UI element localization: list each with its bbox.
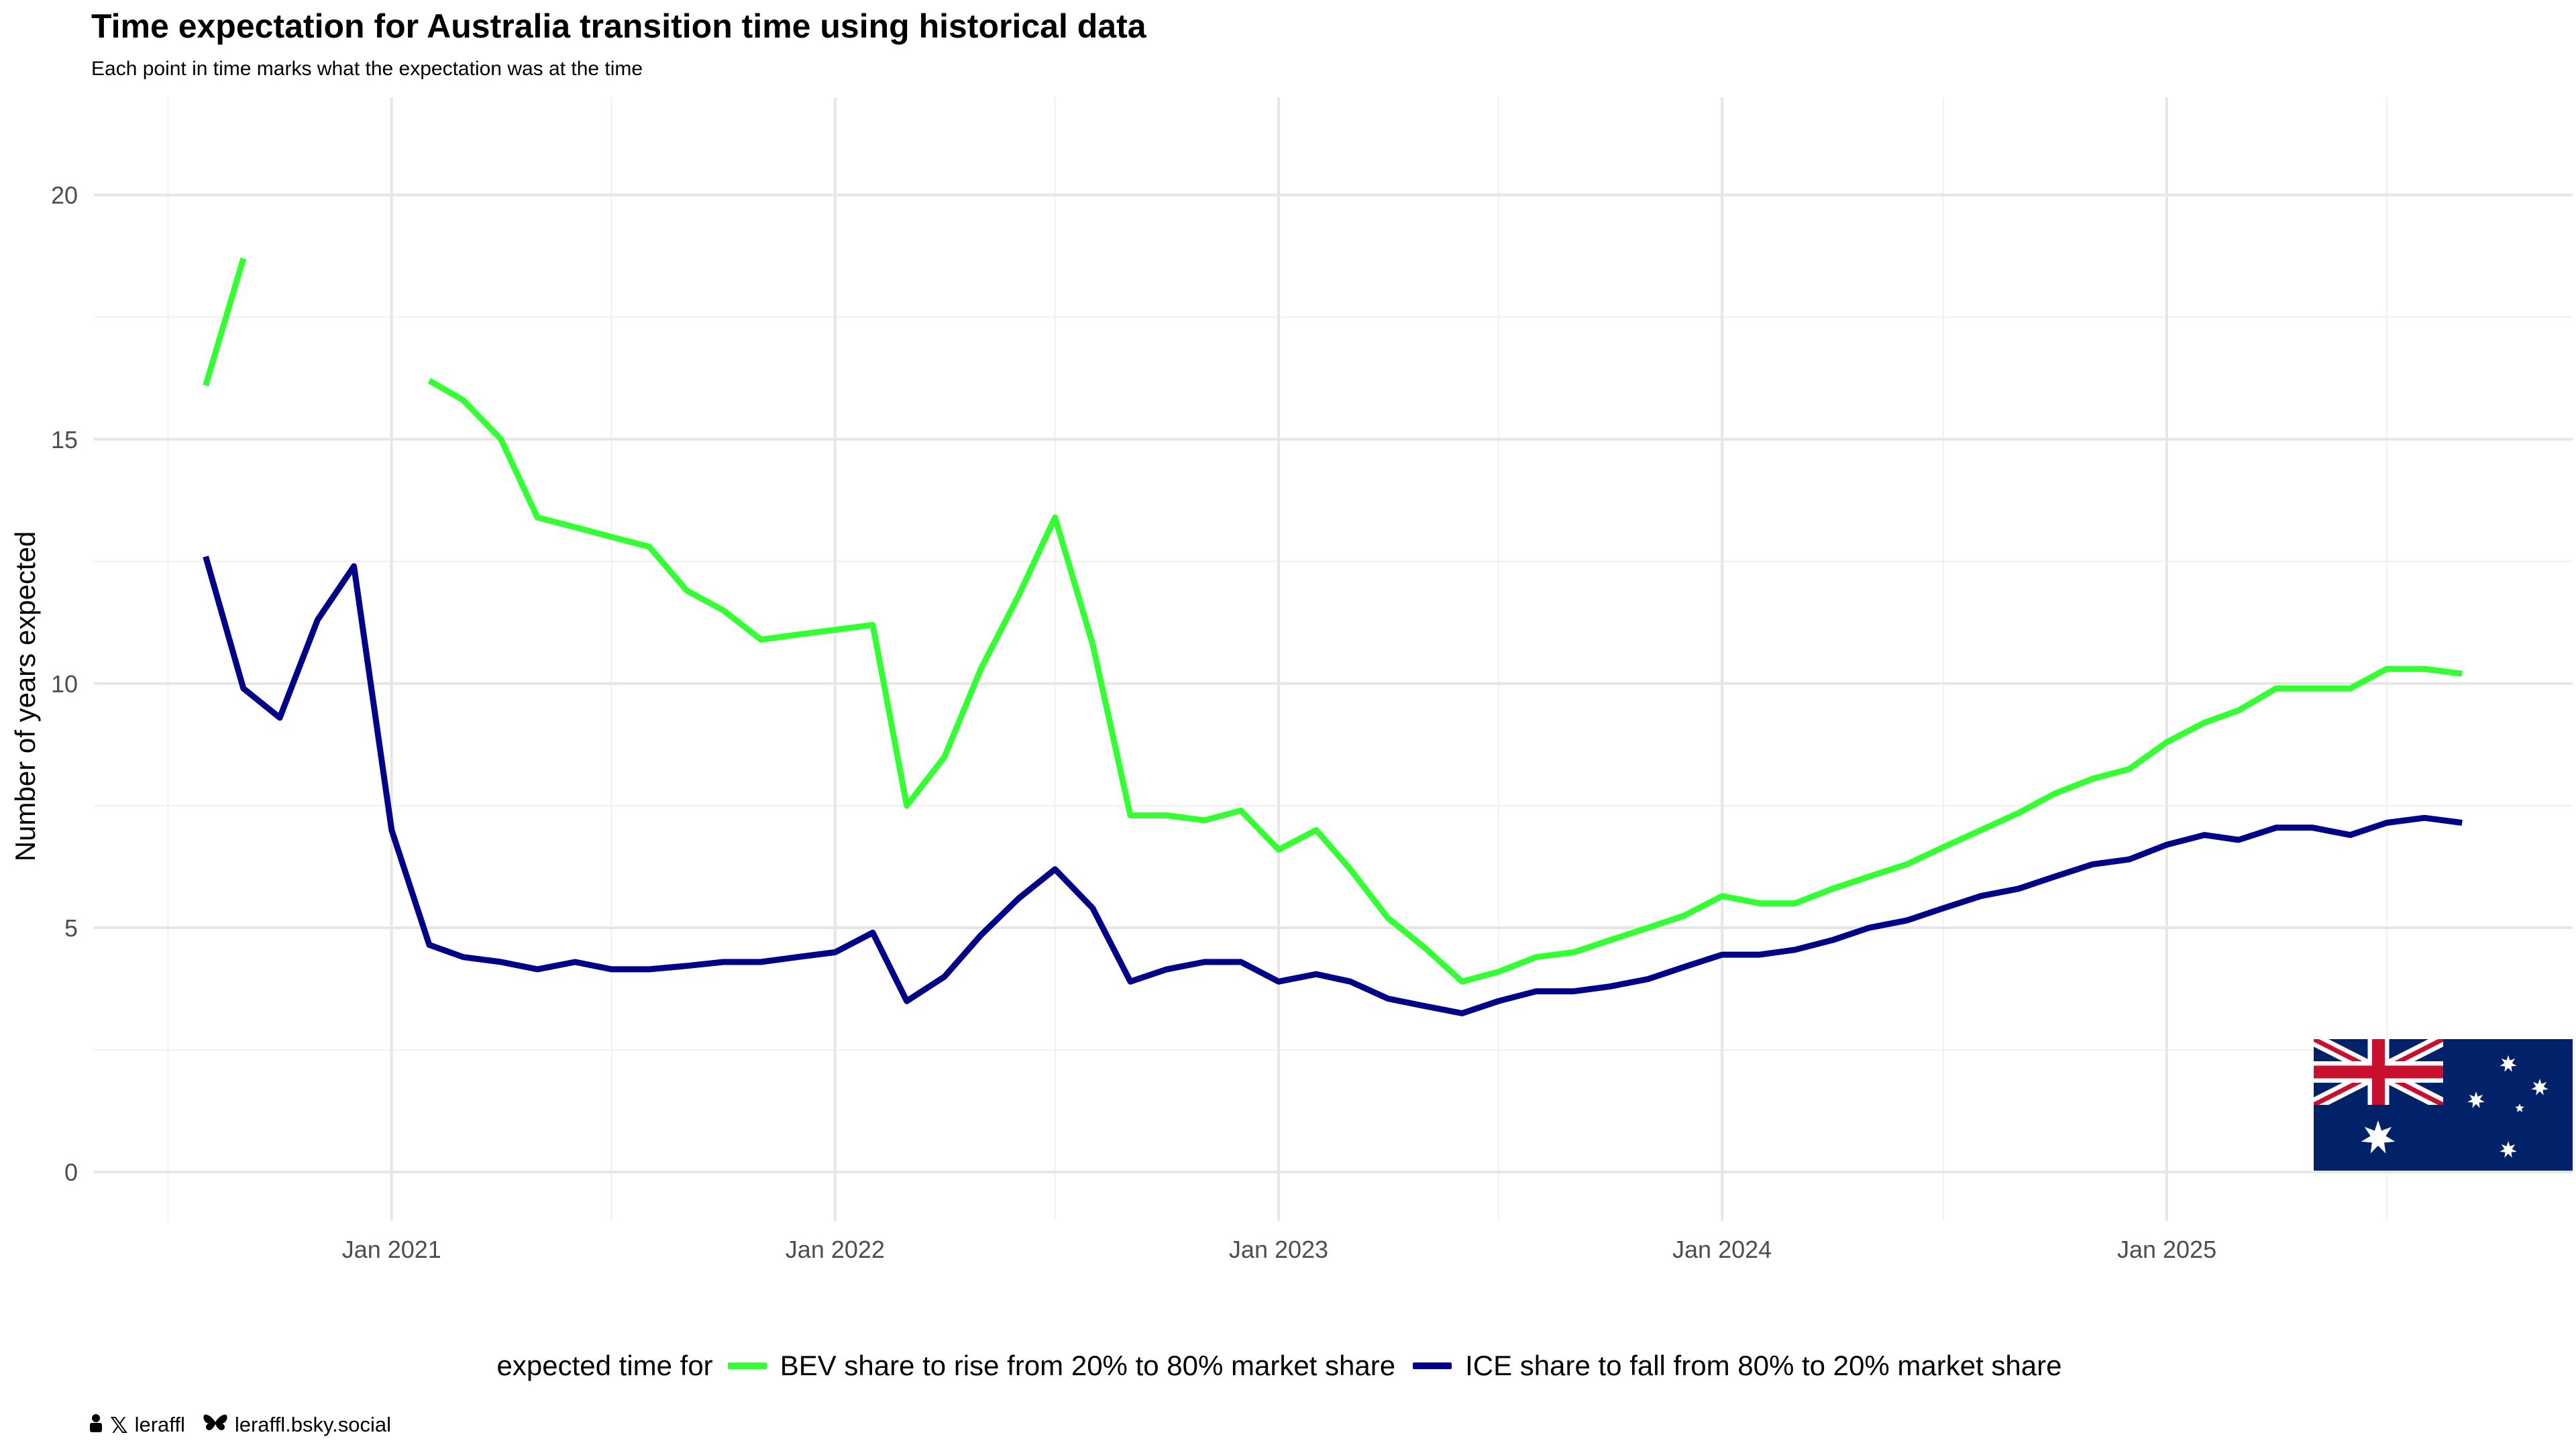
x-tick-label: Jan 2025 (2117, 1236, 2216, 1263)
legend-label-bev: BEV share to rise from 20% to 80% market… (780, 1350, 1396, 1381)
credits: 𝕏 leraffl leraffl.bsky.social (89, 1413, 391, 1437)
person-icon (89, 1413, 103, 1437)
x-logo-icon: 𝕏 (110, 1412, 128, 1438)
star-beta (2531, 1079, 2548, 1095)
y-axis-tick-labels: 0 5 10 15 20 (51, 182, 78, 1187)
legend-key-ice (1413, 1362, 1452, 1369)
series-line-bev-segment-1 (427, 378, 2463, 985)
minor-gridlines (94, 97, 2573, 1221)
series-lines (203, 258, 2463, 1016)
y-axis-label: Number of years expected (9, 531, 41, 862)
butterfly-icon (203, 1413, 228, 1437)
legend-item-bev: BEV share to rise from 20% to 80% market… (727, 1350, 1396, 1382)
chart-title: Time expectation for Australia transitio… (91, 7, 1146, 45)
legend-label-ice: ICE share to fall from 80% to 20% market… (1465, 1350, 2062, 1381)
y-tick-label: 0 (64, 1159, 78, 1186)
y-tick-label: 10 (51, 670, 78, 698)
y-tick-label: 20 (51, 182, 78, 209)
star-gamma (2500, 1055, 2517, 1072)
southern-cross-stars (2361, 1055, 2548, 1158)
x-tick-label: Jan 2022 (786, 1236, 885, 1263)
chart-subtitle: Each point in time marks what the expect… (91, 58, 643, 80)
series-line-bev-segment-0 (203, 258, 247, 386)
legend: expected time for BEV share to rise from… (0, 1350, 2576, 1382)
major-gridlines (94, 97, 2573, 1221)
commonwealth-star (2361, 1120, 2396, 1154)
star-epsilon (2515, 1104, 2524, 1112)
x-tick-label: Jan 2023 (1229, 1236, 1328, 1263)
legend-key-bev (727, 1362, 767, 1369)
x-tick-label: Jan 2024 (1672, 1236, 1772, 1263)
series-line-ice-segment-0 (203, 555, 2463, 1016)
star-alpha (2500, 1141, 2517, 1158)
x-handle: leraffl (134, 1413, 185, 1436)
x-axis-tick-labels: Jan 2021 Jan 2022 Jan 2023 Jan 2024 Jan 2025 (342, 1236, 2216, 1263)
star-delta (2467, 1091, 2485, 1108)
legend-title: expected time for (496, 1350, 713, 1381)
legend-item-ice: ICE share to fall from 80% to 20% market… (1413, 1350, 2061, 1382)
union-jack (2314, 1039, 2443, 1105)
y-tick-label: 5 (64, 914, 78, 942)
australia-flag (2314, 1039, 2573, 1171)
x-tick-label: Jan 2021 (342, 1236, 441, 1263)
bluesky-handle: leraffl.bsky.social (234, 1413, 392, 1436)
y-tick-label: 15 (51, 426, 78, 453)
